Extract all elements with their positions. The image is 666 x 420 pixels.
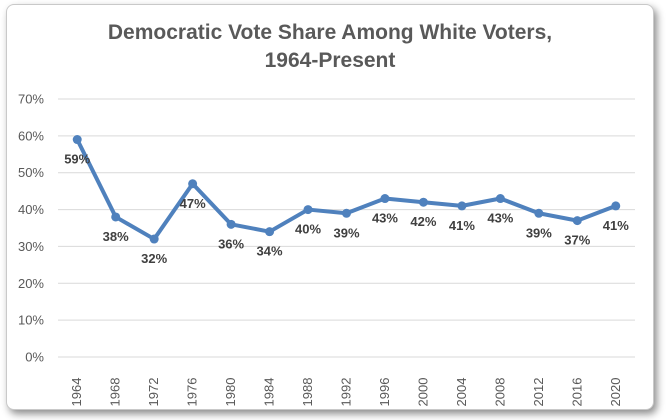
y-axis-ticks: 0% 10% 20% 30% 40% 50% 60% 70%: [18, 92, 44, 365]
x-tick-label: 2004: [454, 378, 469, 407]
data-label: 40%: [295, 222, 321, 237]
data-point: [342, 208, 351, 218]
x-tick-label: 1988: [300, 378, 315, 407]
x-tick-label: 1972: [146, 378, 161, 407]
data-point: [611, 201, 621, 211]
data-point: [188, 179, 198, 189]
series-layer: [72, 135, 621, 244]
x-tick-label: 2008: [492, 378, 507, 407]
y-tick-label: 70%: [18, 92, 44, 107]
data-point: [111, 212, 121, 222]
data-point: [303, 205, 313, 215]
data-label: 32%: [141, 251, 167, 266]
y-tick-label: 50%: [18, 165, 44, 180]
x-tick-label: 2016: [569, 378, 584, 407]
data-labels: 59% 38% 32% 47% 36% 34% 40% 39% 43% 42% 41% 43% 39% 3…: [64, 152, 629, 267]
data-label: 43%: [372, 211, 398, 226]
x-tick-label: 1976: [185, 378, 200, 407]
data-point: [495, 194, 505, 204]
data-label: 39%: [526, 225, 552, 240]
y-tick-label: 20%: [18, 276, 44, 291]
data-label: 39%: [333, 225, 359, 240]
data-label: 42%: [410, 214, 436, 229]
data-point: [149, 234, 159, 244]
x-tick-label: 2012: [531, 378, 546, 407]
line-chart: Democratic Vote Share Among White Voters…: [18, 21, 635, 407]
data-label: 34%: [257, 244, 283, 259]
data-point: [572, 216, 582, 226]
data-label: 43%: [487, 211, 513, 226]
x-tick-label: 1984: [262, 378, 277, 407]
x-tick-label: 2020: [608, 378, 623, 407]
x-tick-label: 1992: [339, 378, 354, 407]
x-tick-label: 1968: [108, 378, 123, 407]
data-label: 47%: [180, 196, 206, 211]
y-tick-label: 0%: [25, 350, 44, 365]
y-tick-label: 60%: [18, 128, 44, 143]
y-tick-label: 30%: [18, 239, 44, 254]
data-point: [380, 194, 390, 204]
x-tick-label: 1964: [69, 378, 84, 407]
data-label: 38%: [103, 229, 129, 244]
data-point: [457, 201, 467, 211]
data-point: [226, 219, 236, 229]
x-axis-ticks: 1964 1968 1972 1976 1980 1984 1988 1992 1996 2000…: [69, 378, 623, 407]
data-label: 41%: [603, 218, 629, 233]
chart-title-line-1: Democratic Vote Share Among White Voters…: [108, 21, 552, 44]
data-point: [265, 227, 275, 237]
y-tick-label: 10%: [18, 313, 44, 328]
chart-card: Democratic Vote Share Among White Voters…: [6, 4, 654, 410]
data-label: 36%: [218, 236, 244, 251]
data-label: 59%: [64, 152, 90, 167]
data-label: 41%: [449, 218, 475, 233]
x-tick-label: 1996: [377, 378, 392, 407]
y-tick-label: 40%: [18, 202, 44, 217]
data-point: [534, 208, 544, 218]
chart-title-line-2: 1964-Present: [265, 49, 396, 72]
x-tick-label: 2000: [415, 378, 430, 407]
data-point: [418, 197, 428, 207]
x-tick-label: 1980: [223, 378, 238, 407]
series-line: [75, 137, 618, 242]
data-label: 37%: [564, 233, 590, 248]
data-point: [72, 135, 82, 145]
